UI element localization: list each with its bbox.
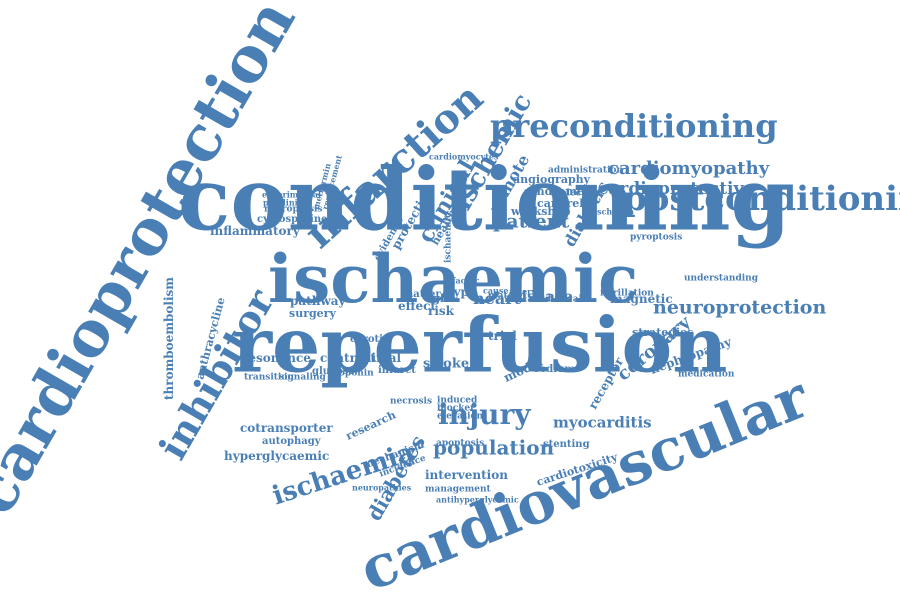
word-hatter: hatter	[406, 288, 441, 300]
word-workshop: workshop	[511, 204, 571, 218]
word-animal: animal	[355, 351, 402, 366]
word-cangrelor: cangrelor	[537, 196, 597, 210]
word-thromboembolism: thromboembolism	[162, 277, 177, 400]
word-administration: administration	[548, 165, 623, 176]
word-molecular: molecular	[551, 188, 602, 199]
word-syndrome: syndrome	[524, 184, 585, 198]
word-risk: risk	[428, 304, 454, 319]
word-cardiomyopathy: cardiomyopathy	[608, 158, 770, 180]
word-stroke: stroke	[423, 356, 470, 372]
word-sglt: sglt	[426, 291, 450, 305]
word-platelet: platelet	[488, 291, 527, 302]
word-antihyperglycemic: antihyperglycemic	[436, 494, 519, 505]
word-strategies: strategies	[632, 325, 694, 339]
word-postconditioning: postconditioning	[623, 179, 900, 220]
word-induced: induced	[437, 395, 478, 406]
word-inflammatory: inflammatory	[210, 224, 300, 239]
word-glucose: glucose	[312, 365, 355, 377]
word-carotid: carotid	[350, 333, 390, 345]
word-type: type	[448, 285, 477, 300]
word-necroptosis: necroptosis	[264, 204, 323, 215]
word-neuroprotection: neuroprotection	[653, 296, 827, 319]
word-troponin: troponin	[330, 368, 374, 379]
word-intervention: intervention	[425, 468, 508, 483]
word-sodium: sodium	[534, 363, 575, 375]
word-transition: transition	[244, 372, 294, 383]
word-neuropathies: neuropathies	[352, 482, 412, 493]
word-fibrillation: fibrillation	[600, 288, 654, 299]
word-preclinical: preclinical	[263, 197, 311, 208]
word-cotransporter: cotransporter	[240, 421, 333, 436]
word-contrast: contrast	[320, 351, 376, 366]
word-blocker: blocker	[437, 403, 475, 414]
word-autophagy: autophagy	[262, 435, 321, 447]
word-disease: disease	[511, 287, 573, 306]
word-injury: injury	[438, 398, 531, 432]
word-hyperglycaemic: hyperglycaemic	[224, 449, 330, 464]
word-surgery: surgery	[289, 306, 336, 320]
word-pathway: pathway	[290, 294, 346, 309]
word-factor: factor	[452, 275, 479, 286]
word-editorial: editorial	[539, 294, 583, 305]
word-stenting: stenting	[543, 438, 590, 450]
word-cardioprotective: cardioprotective	[598, 179, 755, 200]
word-pyroptosis: pyroptosis	[630, 232, 683, 243]
word-experimental: experimental	[262, 189, 322, 200]
word-understanding: understanding	[684, 273, 758, 284]
word-necrosis: necrosis	[390, 396, 433, 407]
word-magnetic: magnetic	[610, 292, 673, 307]
word-elevation: elevation	[437, 411, 484, 422]
word-cause: cause	[483, 285, 509, 296]
word-ischemia: ischemia	[594, 206, 635, 217]
word-ischaemic: ischaemic	[268, 239, 639, 318]
word-management: management	[425, 484, 491, 495]
word-heart: heart	[473, 288, 521, 308]
word-effect: effect	[398, 299, 436, 314]
word-cardiomyocytes: cardiomyocytes	[429, 151, 499, 162]
word-ischaemic: ischaemic	[443, 212, 454, 264]
word-preconditioning: preconditioning	[490, 106, 778, 145]
word-reperfusion: reperfusion	[232, 300, 728, 390]
word-research: research	[343, 408, 398, 443]
word-conditioning: conditioning	[178, 149, 791, 251]
word-apoptosis: apoptosis	[436, 438, 485, 449]
word-myocarditis: myocarditis	[553, 413, 652, 432]
word-population: population	[433, 435, 555, 460]
word-signaling: signaling	[279, 372, 326, 383]
word-resonance: resonance	[242, 351, 311, 366]
word-artery: artery	[509, 286, 537, 297]
word-medication: medication	[678, 369, 735, 380]
word-infarct: infarct	[378, 364, 416, 376]
word-cyclosporine: cyclosporine	[257, 213, 328, 225]
word-patient: patient	[493, 210, 570, 233]
word-angiography: angiography	[513, 172, 591, 186]
word-trial: trial	[488, 329, 517, 344]
